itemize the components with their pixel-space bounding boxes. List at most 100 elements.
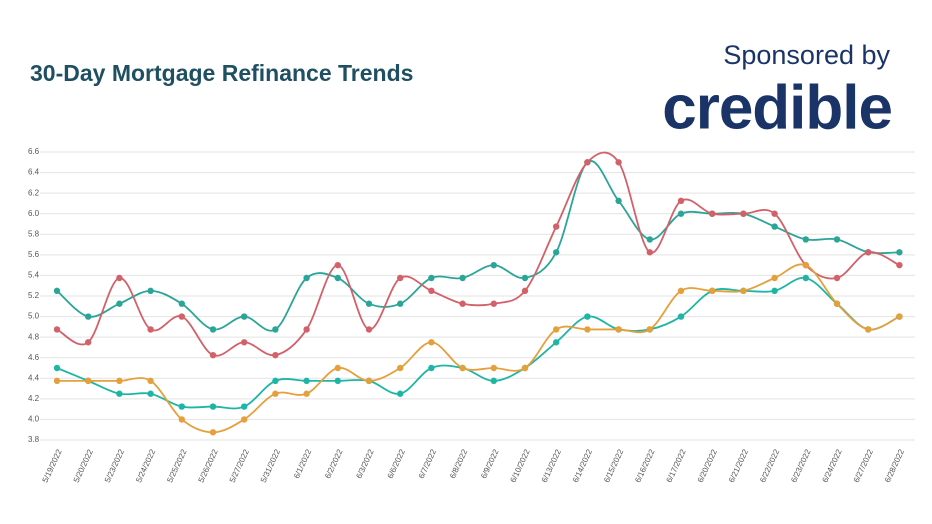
y-tick-label: 4.0 (28, 415, 40, 424)
point (615, 159, 622, 166)
point (303, 390, 310, 397)
point (646, 236, 653, 243)
point (553, 249, 560, 256)
x-tick-label: 6/1/2022 (292, 447, 314, 480)
line (56, 263, 900, 434)
point (646, 326, 653, 333)
point (85, 377, 92, 385)
point (677, 287, 685, 295)
point (53, 287, 61, 295)
chart-title: 30-Day Mortgage Refinance Trends (30, 60, 413, 86)
x-tick-label: 6/22/2022 (758, 447, 781, 484)
x-tick-label: 6/23/2022 (789, 447, 812, 484)
point (334, 274, 341, 282)
y-tick-label: 3.8 (28, 435, 40, 444)
x-tick-label: 6/15/2022 (602, 447, 625, 484)
line (56, 160, 900, 332)
x-tick-label: 5/27/2022 (228, 447, 251, 484)
x-tick-label: 6/28/2022 (883, 447, 906, 484)
point (85, 313, 92, 320)
point (272, 390, 279, 397)
point (771, 223, 778, 230)
point (116, 390, 123, 397)
point (147, 377, 154, 385)
point (833, 274, 841, 282)
point (365, 326, 373, 333)
point (241, 416, 248, 423)
y-tick-label: 4.8 (28, 332, 40, 341)
point (428, 364, 435, 372)
point (615, 197, 622, 205)
point (209, 429, 217, 436)
point (334, 377, 341, 385)
point (896, 261, 903, 269)
line (56, 151, 900, 357)
x-tick-label: 6/2/2022 (323, 447, 345, 480)
point (241, 313, 248, 320)
point (397, 300, 404, 307)
point (178, 416, 185, 423)
sponsor-logo: credible (662, 73, 892, 142)
x-tick-label: 6/24/2022 (821, 447, 844, 484)
point (428, 274, 435, 282)
x-tick-label: 6/3/2022 (354, 447, 376, 480)
point (428, 339, 435, 346)
point (116, 300, 123, 307)
point (53, 326, 61, 333)
x-tick-label: 5/31/2022 (259, 447, 282, 484)
point (771, 274, 778, 282)
x-tick-label: 6/16/2022 (633, 447, 656, 484)
point (178, 313, 185, 320)
y-tick-label: 5.8 (28, 229, 40, 238)
point (833, 300, 841, 307)
point (303, 274, 310, 282)
point (209, 351, 217, 359)
point (272, 377, 279, 385)
y-tick-label: 6.6 (28, 147, 40, 156)
point (178, 403, 185, 410)
point (677, 313, 685, 320)
point (896, 313, 903, 320)
y-tick-label: 6.0 (28, 209, 40, 218)
point (459, 300, 466, 307)
y-tick-label: 6.4 (28, 168, 40, 177)
point (615, 326, 622, 333)
x-tick-label: 6/9/2022 (479, 447, 501, 480)
point (802, 236, 809, 243)
point (272, 326, 279, 333)
x-tick-label: 5/24/2022 (134, 447, 157, 484)
point (802, 261, 809, 269)
point (521, 274, 529, 282)
point (709, 287, 716, 295)
point (365, 300, 373, 307)
point (397, 390, 404, 397)
x-tick-label: 6/6/2022 (386, 447, 408, 480)
x-tick-label: 5/25/2022 (165, 447, 188, 484)
x-tick-label: 6/10/2022 (509, 447, 532, 484)
point (865, 326, 872, 333)
point (833, 236, 841, 243)
point (553, 223, 560, 230)
point (490, 377, 497, 385)
y-tick-label: 5.2 (28, 291, 40, 300)
x-tick-label: 6/17/2022 (665, 447, 688, 484)
point (677, 210, 685, 217)
point (553, 339, 560, 346)
sponsor-text: Sponsored by (723, 40, 890, 70)
y-tick-label: 4.2 (28, 394, 40, 403)
point (584, 159, 591, 166)
point (241, 339, 248, 346)
x-tick-label: 6/21/2022 (727, 447, 750, 484)
x-tick-label: 6/7/2022 (417, 447, 439, 480)
x-tick-label: 6/8/2022 (448, 447, 470, 480)
point (771, 287, 778, 295)
point (584, 313, 591, 320)
point (209, 403, 217, 410)
point (802, 274, 809, 282)
x-tick-label: 5/23/2022 (103, 447, 126, 484)
point (490, 364, 497, 372)
point (147, 326, 154, 333)
point (740, 287, 747, 295)
x-tick-label: 5/26/2022 (197, 447, 220, 484)
